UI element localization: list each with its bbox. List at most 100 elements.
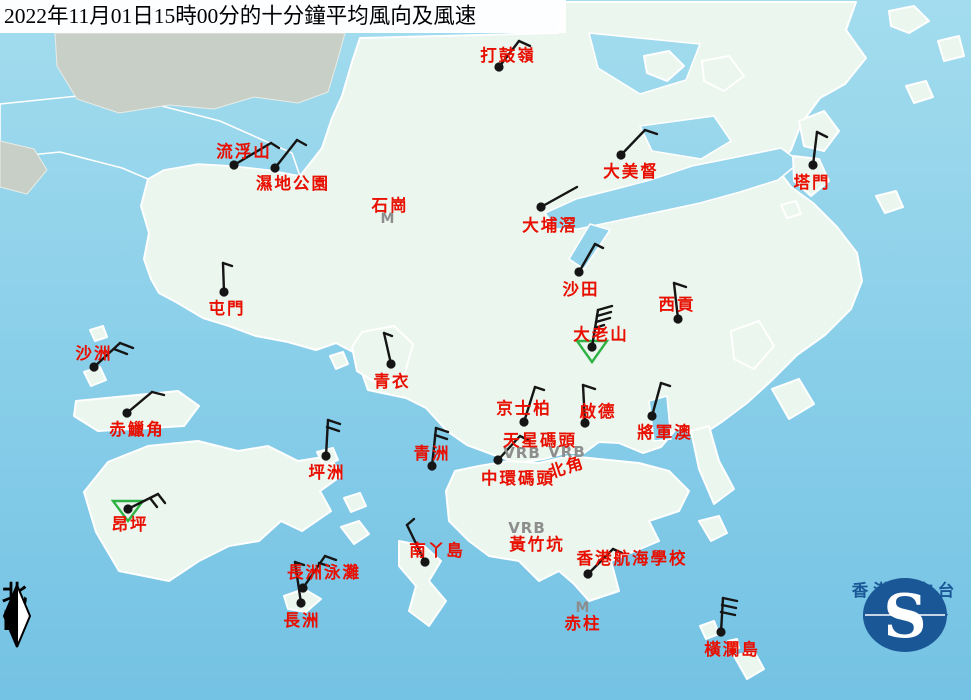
wind-barb [405, 517, 430, 567]
station-label: 香港航海學校 [576, 549, 688, 568]
barb-shaft [232, 141, 273, 167]
barb-feather [293, 560, 306, 567]
barb-shaft [522, 385, 537, 424]
station-dot [587, 342, 597, 352]
station-label: 赤柱 [564, 614, 602, 633]
barb-feather [720, 603, 738, 610]
tolo-harbour [544, 147, 801, 230]
island-lamma [398, 540, 447, 627]
barb-feather [517, 39, 532, 48]
barb-feather [405, 517, 416, 527]
barb-feather [382, 331, 394, 338]
barb-feather [317, 561, 331, 568]
island-po-toi [733, 650, 765, 680]
wind-barb [382, 331, 396, 369]
barb-shaft [619, 128, 647, 157]
island [643, 50, 685, 82]
island [727, 638, 740, 650]
island [701, 55, 745, 92]
station-dot [493, 455, 503, 465]
station-dot [427, 461, 437, 471]
station-label: 打鼓嶺 [480, 46, 536, 65]
station-label: 屯門 [208, 299, 246, 318]
barb-feather [815, 130, 829, 139]
wind-barb [110, 492, 167, 523]
clear-water-bay [690, 425, 735, 505]
island-hong-kong [445, 455, 690, 602]
station-label: 坪洲 [308, 463, 346, 482]
station-dot [89, 362, 99, 372]
barb-feather [721, 596, 739, 603]
station-label: 大老山 [573, 325, 629, 344]
island-airport [73, 390, 200, 432]
island-tap-mun [798, 110, 840, 152]
hko-logo: S 香港天文台 HONG KONG OBSERVATORY [843, 575, 968, 652]
island [343, 492, 367, 513]
barb-shaft [221, 261, 226, 294]
station-label: 啟德 [579, 402, 617, 421]
barb-feather [325, 425, 341, 433]
station-dot [229, 160, 239, 170]
status-m: M [575, 600, 591, 616]
barb-feather [156, 492, 167, 505]
barb-shaft [273, 138, 299, 170]
barb-feather [518, 434, 530, 442]
barb-shaft [92, 341, 122, 369]
barb-feather [433, 433, 449, 441]
barb-shaft [301, 554, 327, 590]
barb-shaft [496, 434, 522, 462]
barb-shaft [405, 523, 427, 564]
wind-barb [89, 341, 135, 372]
island [730, 320, 775, 370]
urban-shenzhen [54, 32, 346, 114]
barb-shaft [126, 492, 160, 511]
wind-barb [494, 39, 532, 72]
barb-shaft [672, 281, 680, 321]
station-label: 石崗 [371, 196, 409, 215]
station-dot [616, 150, 626, 160]
barb-feather [323, 554, 338, 562]
station-label: 西貢 [658, 295, 696, 314]
barb-feather [593, 323, 606, 330]
station-label: 中環碼頭 [481, 469, 555, 488]
barb-feather [533, 385, 546, 392]
station-label: 青洲 [413, 444, 451, 463]
barb-feather [566, 185, 579, 194]
station-label: 大美督 [603, 162, 659, 181]
barb-feather [643, 128, 659, 136]
status-m: M [380, 211, 396, 227]
barb-feather [596, 304, 614, 312]
island-tsing-yi [351, 325, 414, 387]
island [888, 5, 930, 34]
island [89, 325, 108, 342]
station-dot [574, 267, 584, 277]
island [340, 520, 370, 545]
station-label: 橫瀾島 [704, 640, 760, 659]
wind-barb [536, 185, 579, 212]
island [875, 190, 904, 214]
station-dot [270, 163, 280, 173]
station-label: 長洲 [283, 611, 321, 630]
barb-feather [594, 316, 612, 324]
station-dot [583, 569, 593, 579]
map-title: 2022年11月01日15時00分的十分鐘平均風向及風速 [0, 0, 566, 33]
hko-logo-icon: S [863, 578, 947, 652]
station-dot [494, 62, 504, 72]
barb-shaft [586, 547, 615, 576]
barb-feather [150, 390, 166, 397]
wind-barb [580, 383, 597, 428]
station-label: 沙田 [562, 280, 600, 299]
barb-feather [118, 341, 135, 350]
station-label: 青衣 [373, 372, 411, 391]
station-dot [716, 627, 726, 637]
urban-shekou [0, 140, 48, 195]
barb-feather [595, 310, 613, 318]
barb-feather [719, 610, 737, 617]
wind-barb [219, 261, 234, 297]
barb-shaft [581, 383, 587, 425]
station-dot [647, 411, 657, 421]
gust-triangle [110, 499, 146, 523]
wind-barb [574, 242, 605, 277]
station-label: 流浮山 [216, 142, 272, 161]
